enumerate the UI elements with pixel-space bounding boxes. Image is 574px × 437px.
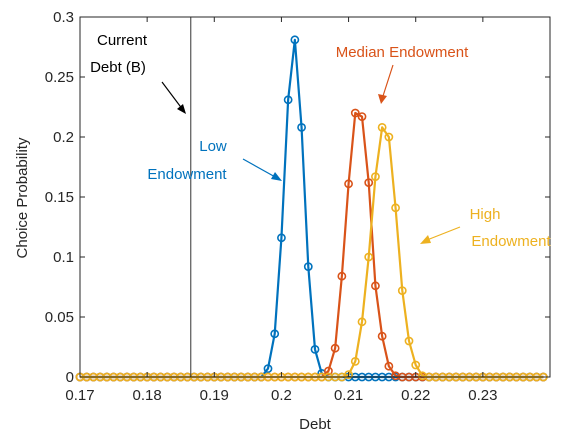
series-point — [330, 343, 340, 353]
plot-area — [80, 17, 550, 377]
y-tick-label: 0.25 — [45, 69, 74, 86]
series-point — [350, 356, 360, 366]
annotation-median-endowment: Median Endowment — [336, 44, 469, 104]
series-point — [371, 281, 380, 291]
annotation-low-arrowhead — [271, 172, 282, 181]
y-tick-label: 0.3 — [53, 9, 74, 26]
annotation-high-arrow — [426, 226, 461, 241]
series-point — [303, 262, 313, 271]
annotation-current-debt-line2: Debt (B) — [90, 59, 146, 76]
series-point — [270, 329, 280, 339]
series-point — [364, 252, 374, 262]
series-point — [283, 95, 293, 105]
y-axis-title: Choice Probability — [14, 137, 31, 258]
x-tick-label: 0.23 — [468, 387, 497, 404]
annotation-high-arrowhead — [420, 235, 431, 244]
annotation-high-line2: Endowment — [471, 233, 551, 250]
annotation-current-debt-arrow — [161, 81, 184, 111]
series-point — [310, 344, 320, 354]
y-tick-label: 0 — [66, 369, 74, 386]
y-tick-label: 0.1 — [53, 249, 74, 266]
annotation-current-debt-line1: Current — [97, 32, 148, 49]
series-point — [277, 233, 286, 243]
x-tick-label: 0.2 — [271, 387, 292, 404]
series-point — [263, 364, 273, 373]
series-point — [357, 112, 367, 121]
x-tick-label: 0.22 — [401, 387, 430, 404]
annotation-low-line2: Endowment — [147, 166, 227, 183]
annotation-current-debt-arrowhead — [177, 104, 186, 114]
series-point — [337, 271, 347, 281]
annotation-low-endowment: Low Endowment — [147, 138, 282, 183]
series-point — [411, 360, 421, 370]
series-point — [391, 203, 400, 213]
series-point — [404, 336, 414, 346]
x-tick-label: 0.19 — [200, 387, 229, 404]
series-point — [384, 361, 394, 371]
annotation-current-debt: Current Debt (B) — [90, 32, 186, 114]
series-point — [371, 172, 380, 181]
series-point — [297, 123, 306, 132]
annotation-low-arrow — [242, 158, 278, 179]
x-tick-label: 0.21 — [334, 387, 363, 404]
x-tick-label: 0.18 — [133, 387, 162, 404]
y-tick-label: 0.15 — [45, 189, 74, 206]
series-point — [397, 286, 407, 295]
series-point — [377, 331, 387, 341]
annotation-median-arrow — [382, 64, 394, 97]
series-point — [344, 370, 353, 379]
annotation-median-arrowhead — [378, 94, 387, 104]
tick-layer: 0.17 0.18 0.19 0.2 0.21 0.22 0.23 0 0.05 0.1 0.15 0… — [45, 9, 550, 404]
series-point — [384, 132, 394, 142]
annotation-median-line1: Median Endowment — [336, 44, 469, 61]
x-axis-title: Debt — [299, 416, 332, 433]
x-tick-label: 0.17 — [65, 387, 94, 404]
y-tick-label: 0.05 — [45, 309, 74, 326]
annotation-low-line1: Low — [199, 138, 227, 155]
annotation-high-line1: High — [470, 206, 501, 223]
series-point — [344, 179, 353, 189]
series-point — [290, 35, 300, 45]
y-tick-label: 0.2 — [53, 129, 74, 146]
annotation-high-endowment: High Endowment — [420, 206, 551, 250]
series-point — [350, 108, 360, 118]
series-point — [364, 178, 374, 187]
series-point — [377, 123, 387, 132]
series-point — [357, 317, 367, 327]
series-point — [324, 366, 333, 376]
